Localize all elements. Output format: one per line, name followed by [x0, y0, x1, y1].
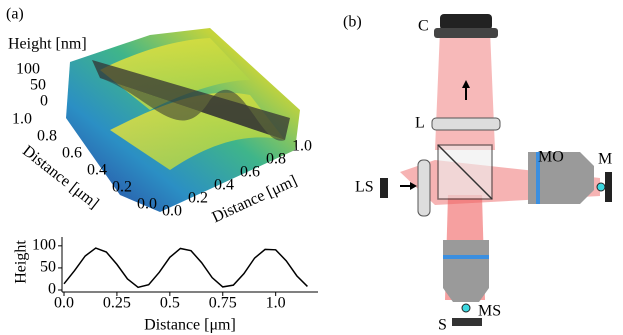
- y-tick-label: 50: [40, 259, 56, 276]
- optic-label: M: [598, 151, 612, 168]
- right-tick-label: 0.8: [266, 151, 286, 168]
- left-tick-label: 0.0: [137, 196, 157, 213]
- left-tick-label: 1.0: [12, 111, 32, 128]
- right-tick-label: 0.2: [188, 190, 208, 207]
- x-axis-label: Distance [μm]: [144, 317, 236, 334]
- optics: [380, 14, 612, 326]
- optic-label: L: [415, 115, 425, 132]
- z-tick-label: 100: [16, 61, 40, 78]
- profile-line: [63, 247, 308, 289]
- left-tick-label: 0.4: [87, 162, 107, 179]
- right-tick-label: 0.0: [162, 203, 182, 220]
- z-axis-label: Height [nm]: [8, 36, 87, 53]
- right-tick-label: 1.0: [292, 138, 312, 155]
- left-tick-label: 0.6: [62, 145, 82, 162]
- z-tick-label: 0: [40, 93, 48, 110]
- optic-label: C: [418, 18, 429, 35]
- left-tick-label: 0.8: [37, 128, 57, 145]
- optic-label: MO: [538, 149, 564, 166]
- y-tick-label: 0: [48, 281, 56, 298]
- panel-label: (b): [343, 14, 362, 31]
- x-tick-label: 1.0: [266, 295, 286, 312]
- y-axis-label: Height: [13, 240, 30, 284]
- y-tick-label: 100: [32, 237, 56, 254]
- right-tick-label: 0.6: [240, 164, 260, 181]
- right-tick-label: 0.4: [214, 177, 234, 194]
- x-tick-label: 0.75: [209, 295, 237, 312]
- surface: [66, 28, 300, 212]
- z-tick-label: 50: [30, 77, 46, 94]
- x-tick-label: 0.5: [160, 295, 180, 312]
- optic-label: LS: [355, 179, 374, 196]
- x-tick-label: 0.25: [103, 295, 131, 312]
- optic-label: S: [438, 317, 447, 334]
- x-tick-label: 0.0: [54, 295, 74, 312]
- panel-label: (a): [6, 6, 24, 23]
- optic-label: MS: [478, 303, 501, 320]
- left-tick-label: 0.2: [112, 179, 132, 196]
